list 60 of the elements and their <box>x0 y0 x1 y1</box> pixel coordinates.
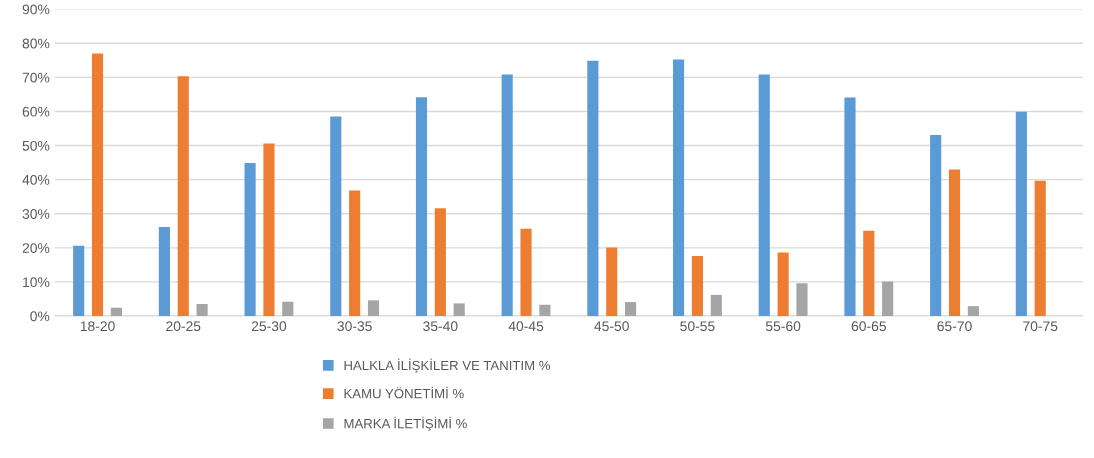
bar <box>73 245 85 317</box>
bar <box>177 76 189 317</box>
bar <box>796 283 808 317</box>
bar <box>263 143 275 317</box>
bar <box>520 228 532 317</box>
bar <box>110 307 122 317</box>
bar <box>282 301 294 317</box>
bar <box>844 97 856 317</box>
y-tick-label: 40% <box>22 174 50 185</box>
x-tick-label: 40-45 <box>508 321 544 332</box>
y-tick-label: 0% <box>30 311 50 322</box>
y-tick-label: 80% <box>22 38 50 49</box>
bar <box>882 281 894 317</box>
bar <box>587 60 599 317</box>
bar <box>415 97 428 317</box>
y-tick-label: 20% <box>22 243 50 253</box>
bar <box>863 230 875 317</box>
x-tick-label: 50-55 <box>680 321 715 332</box>
bar <box>673 59 685 317</box>
x-tick-label: 45-50 <box>594 321 629 332</box>
legend-label: MARKA İLETİŞİMİ % <box>344 416 467 431</box>
bar <box>196 304 208 317</box>
x-tick-label: 35-40 <box>423 321 458 332</box>
bar <box>606 247 618 317</box>
bar <box>349 190 361 317</box>
bar <box>91 53 104 317</box>
x-tick-label: 25-30 <box>251 321 287 332</box>
bar <box>930 134 942 317</box>
x-tick-label: 70-75 <box>1023 321 1058 332</box>
y-tick-label: 30% <box>22 209 50 219</box>
bar <box>539 304 551 317</box>
legend-label: HALKLA İLİŞKİLER VE TANITIM % <box>344 358 551 373</box>
bar <box>948 169 961 317</box>
bar <box>777 252 789 317</box>
bar <box>330 116 342 317</box>
legend-label: KAMU YÖNETİMİ % <box>344 386 464 399</box>
bar <box>625 302 637 317</box>
bar <box>710 294 722 317</box>
bar <box>158 227 170 317</box>
bar <box>367 300 380 317</box>
x-tick-label: 65-70 <box>937 321 972 332</box>
bar <box>453 303 465 317</box>
x-tick-label: 55-60 <box>765 321 801 332</box>
y-tick-label: 70% <box>22 72 50 83</box>
y-tick-label: 50% <box>22 140 50 151</box>
bar <box>501 74 513 317</box>
bar <box>691 256 703 317</box>
x-tick-label: 18-20 <box>80 321 115 332</box>
x-tick-label: 30-35 <box>337 321 372 332</box>
bar <box>1034 180 1046 317</box>
x-tick-label: 20-25 <box>166 321 201 332</box>
y-tick-label: 90% <box>22 4 50 15</box>
y-tick-label: 10% <box>23 277 50 288</box>
bar <box>758 74 770 317</box>
x-tick-label: 60-65 <box>851 321 886 332</box>
bar <box>244 162 256 317</box>
bar <box>967 306 979 317</box>
y-tick-label: 60% <box>22 106 50 117</box>
bar <box>1015 111 1027 317</box>
bar <box>434 208 446 317</box>
